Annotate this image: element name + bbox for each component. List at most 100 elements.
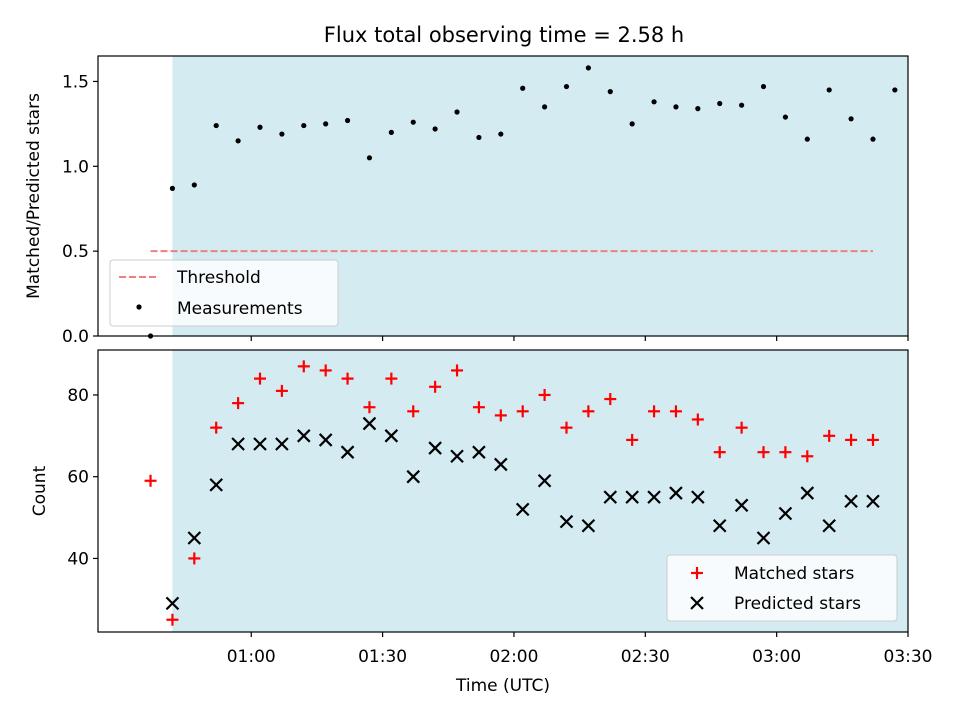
top-x-axis (250, 336, 909, 341)
legend-predicted-label: Predicted stars (734, 594, 861, 614)
x-tick-label: 02:00 (489, 647, 538, 667)
measurement-point (695, 106, 701, 112)
predicted-star-point (603, 490, 618, 504)
cross-b (209, 478, 223, 492)
top-axes-frame (97, 55, 909, 337)
cross-b (691, 490, 705, 504)
predicted-stars-series (165, 416, 880, 611)
measurement-point (301, 122, 307, 129)
cross-b (275, 437, 289, 451)
cross-b (712, 518, 727, 533)
predicted-star-point (800, 486, 815, 500)
matched-star-point (757, 446, 770, 459)
matched-star-point (472, 401, 485, 414)
predicted-star-point (691, 490, 705, 504)
y-tick-label: 60 (67, 468, 89, 488)
matched-star-point (713, 446, 726, 459)
matched-star-point (560, 421, 573, 434)
measurement-point (804, 136, 810, 142)
cross-b (756, 531, 771, 545)
measurement-point (892, 87, 898, 93)
cross-b (734, 498, 749, 513)
matched-star-point (626, 433, 639, 446)
measurement-point (651, 99, 657, 105)
cross-b (559, 514, 574, 529)
cross-b (165, 596, 180, 611)
predicted-star-point (362, 416, 377, 431)
predicted-star-point (384, 429, 399, 443)
matched-star-point (297, 360, 310, 373)
matched-star-point (210, 421, 223, 434)
legend-predicted-swatch (690, 596, 704, 610)
cross-b (428, 441, 442, 455)
predicted-star-point (756, 531, 771, 545)
measurement-point (410, 119, 416, 125)
measurement-point (213, 122, 219, 129)
bottom-legend-box (666, 554, 898, 622)
bottom-legend: Matched stars Predicted stars (666, 554, 898, 622)
measurement-point (563, 83, 570, 90)
measurement-point (432, 126, 438, 132)
count-panel: 40 60 80 01:00 01:30 02:00 02:30 03:00 03:30 Co… (30, 349, 933, 696)
x-tick-label: 01:00 (227, 647, 276, 667)
cross-b (778, 506, 793, 521)
matched-star-point (779, 446, 792, 459)
measurement-point (323, 121, 329, 127)
matched-star-point (866, 433, 879, 446)
matched-star-point (669, 405, 682, 418)
predicted-star-point (559, 514, 574, 529)
cross-b (318, 433, 333, 447)
legend-measurements-label: Measurements (177, 299, 303, 319)
measurements-series (147, 65, 898, 339)
predicted-star-point (406, 469, 421, 484)
matched-star-point (385, 372, 398, 385)
cross-b (406, 469, 421, 484)
predicted-star-point (340, 445, 355, 459)
y-tick-label: 0.5 (62, 242, 89, 262)
measurement-point (235, 138, 241, 144)
matched-star-point (363, 401, 376, 414)
measurement-point (848, 116, 854, 122)
predicted-star-point (669, 486, 683, 500)
measurement-point (191, 182, 197, 188)
measurement-point (585, 65, 591, 71)
predicted-star-point (537, 474, 552, 488)
y-tick-label: 40 (67, 549, 89, 569)
cross-b (362, 416, 377, 431)
matched-stars-series (144, 360, 879, 626)
x-tick-label: 02:30 (621, 647, 670, 667)
predicted-star-point (472, 445, 486, 459)
measurement-point (541, 104, 548, 110)
matched-star-point (582, 405, 595, 418)
matched-star-point (232, 397, 245, 410)
matched-star-point (275, 384, 288, 397)
x-axis-label: Time (UTC) (455, 676, 550, 696)
top-legend: Threshold Measurements (109, 259, 339, 327)
matched-star-point (319, 364, 332, 377)
matched-star-point (407, 405, 420, 418)
top-y-axis-label: Matched/Predicted stars (24, 93, 44, 299)
matched-star-point (341, 372, 354, 385)
cross-b (297, 429, 311, 443)
matched-star-point (494, 409, 507, 422)
legend-plus-marker (691, 567, 703, 579)
matched-star-point (254, 372, 266, 385)
y-tick-label: 1.5 (62, 72, 89, 92)
matched-star-point (166, 613, 179, 626)
cross-b (800, 486, 815, 500)
measurement-point (344, 117, 351, 124)
cross-b (515, 502, 530, 517)
cross-b (187, 531, 202, 545)
predicted-star-point (297, 429, 311, 443)
matched-star-point (801, 450, 814, 463)
measurement-point (366, 155, 373, 161)
bottom-axes-frame (97, 349, 909, 633)
predicted-star-point (625, 490, 639, 504)
measurement-point (782, 114, 789, 120)
measurement-point (169, 185, 176, 191)
y-tick-label: 1.0 (62, 157, 89, 177)
predicted-star-point (275, 437, 289, 451)
matched-star-point (691, 413, 704, 426)
measurement-point (717, 100, 723, 107)
